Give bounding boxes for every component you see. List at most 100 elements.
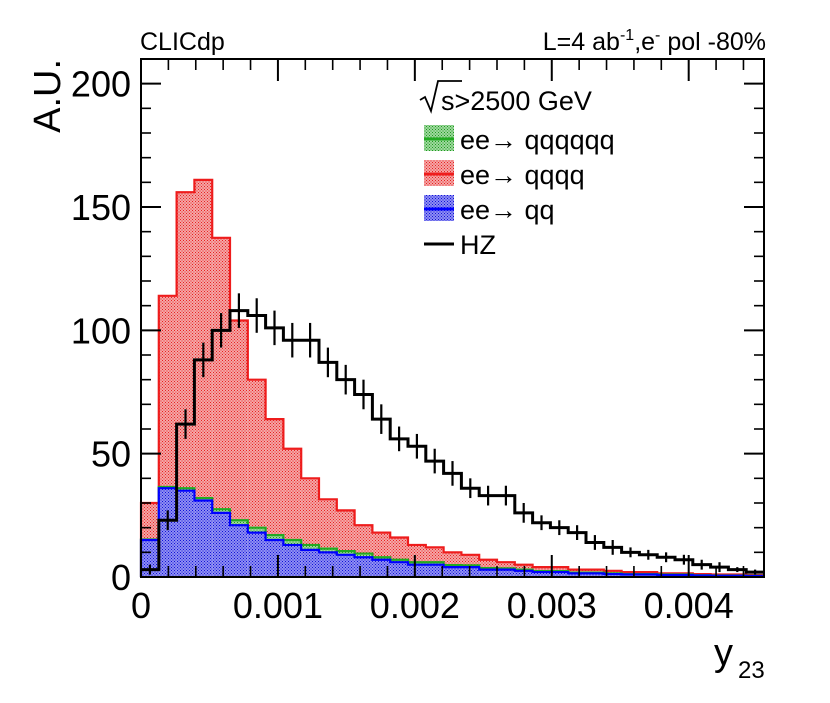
bar-eeqqqq-bin-16 <box>425 547 444 563</box>
bar-eeqqqq-bin-22 <box>532 567 551 572</box>
legend: s>2500 GeV ee→ qqqqqq ee→ qqqq ee→ qq HZ <box>419 80 615 260</box>
bar-eeqqqq-bin-9 <box>301 478 319 545</box>
bar-eeqq-bin-0 <box>141 540 159 577</box>
bar-eeqq-bin-23 <box>550 572 569 577</box>
bar-eeqq-bin-16 <box>425 564 444 577</box>
bar-eeqqqq-bin-8 <box>283 448 302 540</box>
bar-eeqqqq-bin-14 <box>390 537 408 560</box>
legend-header: s>2500 GeV <box>441 86 592 116</box>
bar-eeqqqqqq-bin-12 <box>354 553 373 558</box>
bar-eeqq-bin-19 <box>479 569 497 577</box>
bar-eeqqqqqq-bin-10 <box>319 548 337 553</box>
beam-prefix: ,e <box>634 28 655 56</box>
bar-eeqqqqqq-bin-13 <box>372 557 391 560</box>
bar-eeqqqqqq-bin-16 <box>425 562 444 565</box>
hz-overlay-layer <box>141 293 764 575</box>
y-tick-label: 0 <box>111 557 131 598</box>
x-tick-label: 0 <box>131 585 151 626</box>
y-tick-label: 50 <box>91 434 131 475</box>
x-axis-title-subscript: 23 <box>738 657 765 684</box>
bar-eeqq-bin-9 <box>301 549 319 577</box>
bar-eeqq-bin-13 <box>372 559 391 577</box>
bar-eeqqqq-bin-12 <box>354 525 373 554</box>
bar-eeqqqq-bin-26 <box>603 570 622 574</box>
x-tick-label: 0.001 <box>233 585 323 626</box>
bar-eeqqqqqq-bin-3 <box>194 498 213 501</box>
bar-eeqqqq-bin-1 <box>158 295 177 487</box>
experiment-label: CLICdp <box>140 28 225 56</box>
bar-eeqqqqqq-bin-9 <box>301 544 319 550</box>
bar-eeqqqqqq-bin-14 <box>390 559 408 563</box>
bar-eeqq-bin-2 <box>176 490 195 577</box>
bar-eeqqqq-bin-7 <box>265 419 284 536</box>
bar-eeqqqq-bin-3 <box>194 179 213 499</box>
bar-eeqq-bin-28 <box>639 574 658 577</box>
bar-eeqqqq-bin-6 <box>247 379 266 528</box>
legend-label-eeqqqq: ee→ qqqq <box>460 160 585 190</box>
legend-label-eeqqqqqq: ee→ qqqqqq <box>460 125 615 155</box>
axes-layer: 0 50 100 150 200 0 0.001 0.002 0.003 0.004 <box>71 58 765 626</box>
bar-eeqqqq-bin-13 <box>372 532 391 558</box>
plot-frame <box>140 58 765 578</box>
y-tick-label: 100 <box>71 310 131 351</box>
lumi-exponent: -1 <box>620 27 634 44</box>
bar-eeqq-bin-27 <box>621 574 640 577</box>
bar-eeqqqq-bin-5 <box>230 320 248 521</box>
bar-eeqq-bin-11 <box>336 554 355 577</box>
legend-sqrt-symbol <box>419 80 462 114</box>
bar-eeqq-bin-5 <box>230 525 248 577</box>
x-tick-label: 0.004 <box>644 585 734 626</box>
bar-eeqqqq-bin-0 <box>141 503 159 540</box>
bar-eeqq-bin-14 <box>390 562 408 577</box>
histogram-layer <box>139 178 764 578</box>
bar-eeqqqqqq-bin-5 <box>230 520 248 526</box>
bar-eeqqqqqq-bin-6 <box>247 527 266 533</box>
bar-eeqqqq-bin-17 <box>443 552 462 566</box>
bar-eeqq-bin-24 <box>568 573 586 577</box>
x-tick-label: 0.003 <box>507 585 597 626</box>
bar-eeqq-bin-12 <box>354 557 373 577</box>
bar-eeqqqq-bin-25 <box>586 569 604 573</box>
bar-eeqqqq-bin-23 <box>550 567 569 572</box>
bar-eeqq-bin-15 <box>408 564 426 577</box>
outline-eeqqqq <box>139 178 764 577</box>
bar-eeqq-bin-25 <box>586 573 604 577</box>
bar-eeqqqq-bin-15 <box>408 544 426 563</box>
beam-suffix: pol -80% <box>660 28 766 56</box>
bar-eeqqqq-bin-24 <box>568 569 586 573</box>
bar-eeqqqqqq-bin-15 <box>408 562 426 565</box>
bar-eeqqqqqq-bin-8 <box>283 540 302 545</box>
bar-eeqq-bin-17 <box>443 567 462 577</box>
bar-eeqqqq-bin-11 <box>336 510 355 552</box>
bar-eeqq-bin-6 <box>247 532 266 577</box>
legend-label-hz: HZ <box>460 230 496 260</box>
bar-eeqqqqqq-bin-2 <box>176 488 195 491</box>
bar-eeqq-bin-10 <box>319 552 337 577</box>
luminosity-label: L=4 ab-1,e- pol -80% <box>543 27 766 56</box>
bar-eeqqqqqq-bin-11 <box>336 551 355 555</box>
outline-eeqq <box>139 487 764 578</box>
bar-eeqq-bin-7 <box>265 540 284 577</box>
bar-eeqqqq-bin-4 <box>212 237 230 510</box>
bar-eeqq-bin-22 <box>532 572 551 577</box>
bar-eeqqqq-bin-20 <box>497 562 515 569</box>
x-tick-label: 0.002 <box>370 585 460 626</box>
x-axis-title: y 23 <box>714 632 765 684</box>
bar-eeqqqq-bin-19 <box>479 559 497 569</box>
bar-eeqq-bin-4 <box>212 512 230 577</box>
bar-eeqq-bin-1 <box>158 488 177 577</box>
y-tick-label: 200 <box>71 64 131 105</box>
bar-eeqqqqqq-bin-4 <box>212 509 230 513</box>
bar-eeqq-bin-3 <box>194 500 213 577</box>
bar-eeqqqq-bin-10 <box>319 499 337 549</box>
y-tick-label: 150 <box>71 187 131 228</box>
y-axis-title: A.U. <box>27 59 69 133</box>
x-axis-title-main: y <box>714 632 733 674</box>
bar-eeqqqq-bin-18 <box>461 554 480 566</box>
lumi-prefix: L=4 ab <box>543 28 620 56</box>
beam-exponent: - <box>655 27 660 44</box>
bar-eeqqqq-bin-2 <box>176 192 195 489</box>
bar-eeqqqqqq-bin-7 <box>265 535 284 540</box>
bar-eeqq-bin-26 <box>603 574 622 577</box>
